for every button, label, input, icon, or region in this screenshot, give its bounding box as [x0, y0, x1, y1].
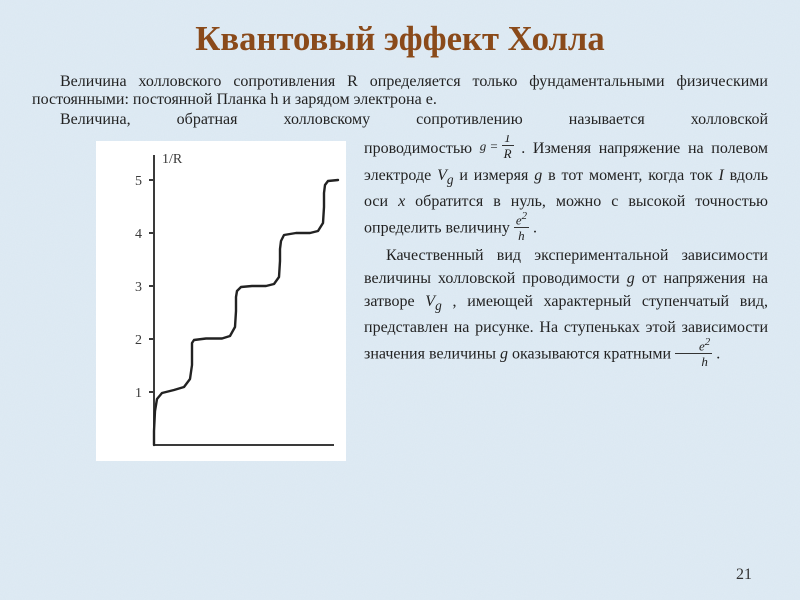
var-g: g — [500, 345, 508, 362]
svg-text:1/R: 1/R — [162, 152, 183, 167]
step-chart: 1/R 1 2 3 4 5 — [96, 141, 346, 461]
formula-e2h-1: e2 h — [514, 211, 529, 242]
text: в тот момент, когда ток — [548, 167, 718, 184]
formula-e2h-2: e2 h — [675, 337, 712, 368]
svg-text:2: 2 — [135, 333, 142, 348]
var-V: V — [437, 167, 447, 184]
var-x: x — [398, 193, 405, 210]
formula-g-1overR: g = 1R — [480, 135, 514, 162]
svg-text:4: 4 — [135, 227, 142, 242]
text: . — [533, 219, 537, 236]
text: . — [716, 345, 720, 362]
text: и измеряя — [459, 167, 534, 184]
var-V: V — [425, 293, 435, 310]
sub-g: g — [447, 172, 454, 187]
var-g: g — [627, 270, 635, 287]
intro-paragraph-2: Величина, обратная холловскому сопротивл… — [32, 111, 768, 129]
den-h: h — [701, 354, 708, 369]
text: оказываются кратными — [512, 345, 675, 362]
svg-text:5: 5 — [135, 174, 142, 189]
sup-2: 2 — [705, 336, 710, 348]
den-h: h — [518, 228, 525, 243]
page-title: Квантовый эффект Холла — [32, 20, 768, 59]
text: проводимостью — [364, 140, 480, 157]
sub-g: g — [435, 299, 442, 314]
text: обратится в нуль, можно с высокой точнос… — [364, 193, 768, 237]
svg-text:3: 3 — [135, 280, 142, 295]
svg-text:1: 1 — [135, 386, 142, 401]
page-number: 21 — [736, 566, 752, 584]
step-chart-svg: 1/R 1 2 3 4 5 — [96, 141, 346, 461]
var-I: I — [718, 167, 723, 184]
sup-2: 2 — [522, 210, 527, 222]
var-g: g — [534, 167, 542, 184]
intro-paragraph-1: Величина холловского сопротивления R опр… — [32, 73, 768, 109]
